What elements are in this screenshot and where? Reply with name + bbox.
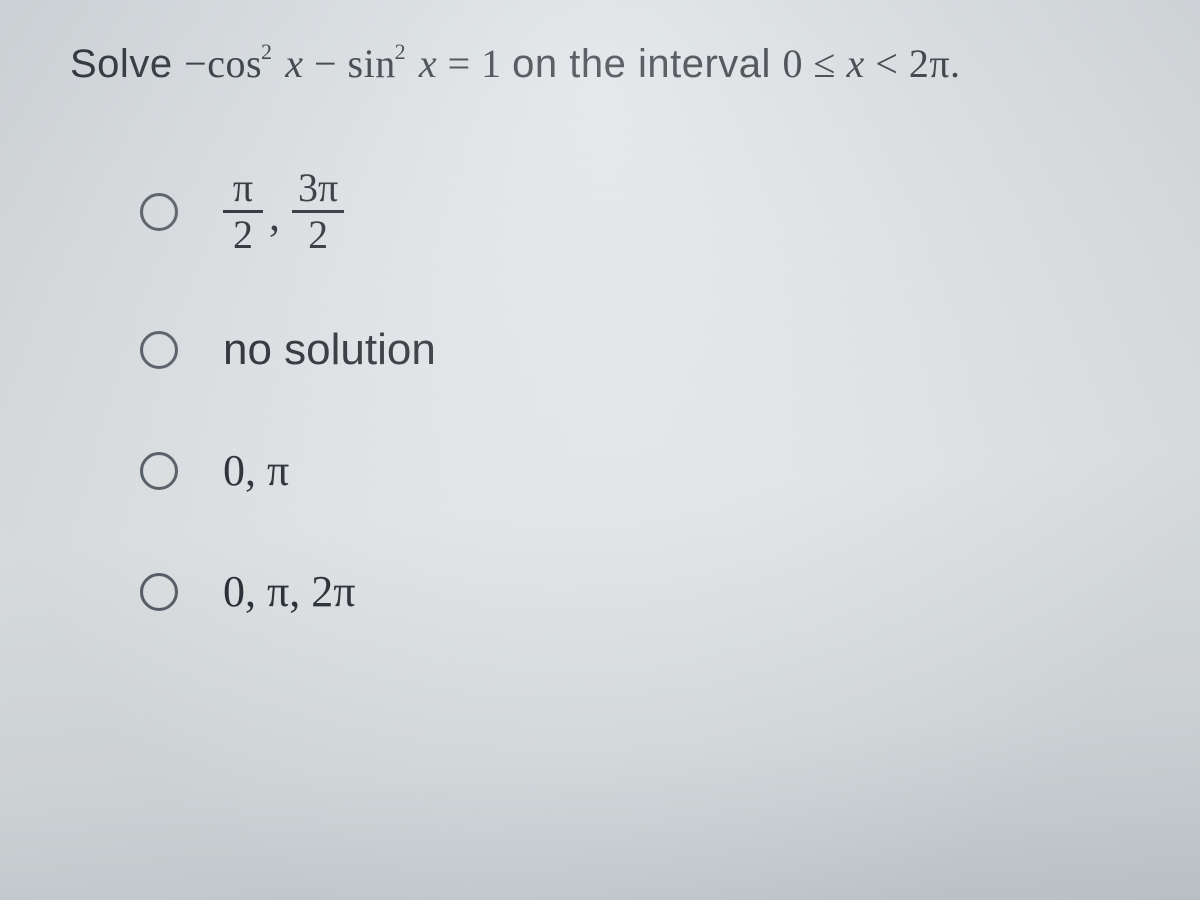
expr-minus: −: [303, 41, 347, 86]
expr-sin: sin: [348, 41, 396, 86]
option-c-content: 0, π: [223, 445, 289, 496]
option-a-frac2-den: 2: [302, 215, 334, 255]
expr-x2: x: [419, 41, 437, 86]
option-a-content: π 2 , 3π 2: [223, 168, 344, 255]
expr-sin-squared: 2: [395, 39, 407, 64]
radio-icon: [140, 331, 178, 369]
question-prefix: Solve: [70, 42, 184, 86]
interval-lhs: 0 ≤: [783, 41, 847, 86]
option-c[interactable]: 0, π: [140, 445, 1140, 496]
option-d-content: 0, π, 2π: [223, 566, 355, 617]
expr-leading-minus: −: [184, 41, 207, 86]
expr-x1: x: [285, 41, 303, 86]
option-a-frac1-den: 2: [227, 215, 259, 255]
expr-equals: = 1: [437, 41, 512, 86]
option-a[interactable]: π 2 , 3π 2: [140, 168, 1140, 255]
expr-cos-squared: 2: [261, 39, 273, 64]
interval-rhs: < 2π.: [865, 41, 961, 86]
radio-icon: [140, 452, 178, 490]
option-a-frac2: 3π 2: [292, 168, 344, 255]
option-b[interactable]: no solution: [140, 325, 1140, 375]
radio-icon: [140, 193, 178, 231]
interval-x: x: [847, 41, 865, 86]
option-d[interactable]: 0, π, 2π: [140, 566, 1140, 617]
option-a-separator: ,: [267, 190, 288, 241]
options-list: π 2 , 3π 2 no solution 0, π 0, π, 2π: [70, 168, 1140, 617]
radio-icon: [140, 573, 178, 611]
question-mid: on the interval: [512, 42, 782, 86]
question-stem: Solve −cos2 x − sin2 x = 1 on the interv…: [70, 40, 1140, 88]
option-b-content: no solution: [223, 325, 436, 375]
option-a-frac1-num: π: [227, 168, 259, 208]
option-a-frac1: π 2: [223, 168, 263, 255]
expr-cos: cos: [207, 41, 262, 86]
option-a-frac2-num: 3π: [292, 168, 344, 208]
